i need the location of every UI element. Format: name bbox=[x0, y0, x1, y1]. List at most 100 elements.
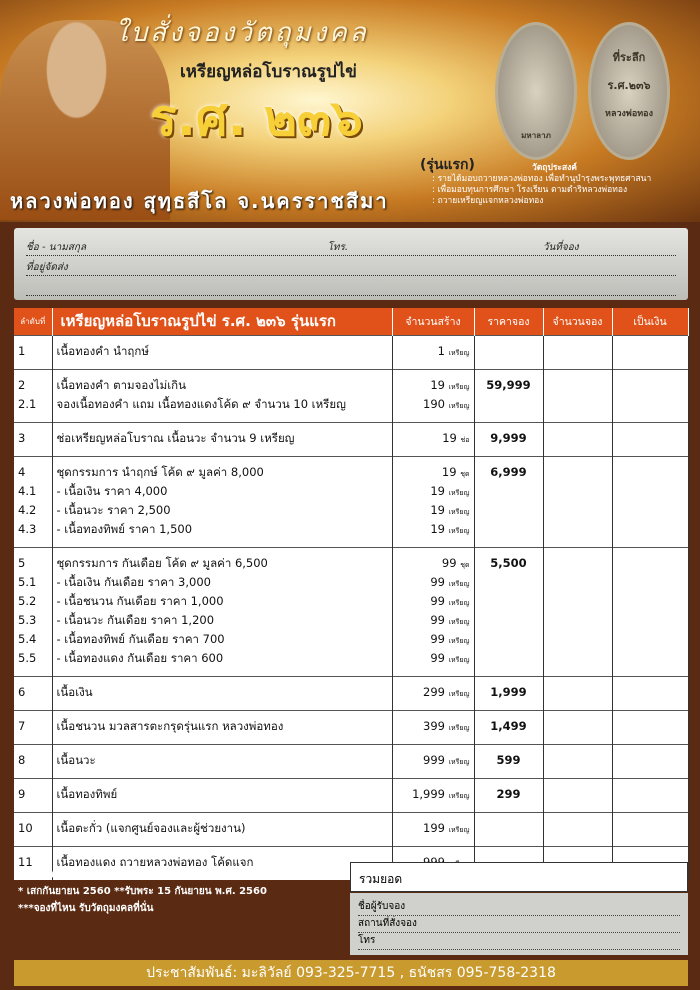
order-quantity-cell[interactable] bbox=[543, 546, 613, 574]
item-number-text: 6 bbox=[18, 684, 26, 699]
table-row: 4.3 - เนื้อทองทิพย์ ราคา 1,500 19 เหรียญ bbox=[14, 520, 689, 547]
address-line[interactable]: ที่อยู่จัดส่ง bbox=[26, 256, 676, 276]
amount-cell[interactable] bbox=[612, 709, 689, 744]
order-quantity-cell[interactable] bbox=[543, 709, 613, 744]
quantity-value: 19 bbox=[430, 521, 445, 536]
table-row: 8 เนื้อนวะ 999 เหรียญ 599 bbox=[14, 743, 689, 778]
order-quantity-cell[interactable] bbox=[543, 421, 613, 456]
item-description-text: - เนื้อนวะ ราคา 2,500 bbox=[56, 502, 171, 517]
quantity-made: 999 เหรียญ bbox=[392, 743, 475, 778]
order-quantity-cell[interactable] bbox=[543, 630, 613, 650]
amount-cell[interactable] bbox=[612, 811, 689, 846]
item-number-text: 4 bbox=[18, 464, 26, 479]
quantity-value: 199 bbox=[423, 820, 445, 835]
quantity-value: 19 bbox=[441, 464, 457, 479]
reserve-price bbox=[474, 482, 544, 502]
order-quantity-cell[interactable] bbox=[543, 520, 613, 547]
item-description-text: เนื้อทองทิพย์ bbox=[56, 786, 118, 801]
order-quantity-cell[interactable] bbox=[543, 777, 613, 812]
item-number: 4 bbox=[14, 455, 53, 483]
item-description-text: ชุดกรรมการ กันเดือย โค้ด ๙ มูลค่า 6,500 bbox=[56, 555, 268, 570]
item-number-text: 5.2 bbox=[18, 593, 37, 608]
item-description: เนื้อทองคำ ตามจองไม่เกิน bbox=[52, 368, 393, 396]
item-number-text: 10 bbox=[18, 820, 33, 835]
order-quantity-cell[interactable] bbox=[543, 368, 613, 396]
name-phone-date-line[interactable]: ชื่อ - นามสกุล โทร. วันที่จอง bbox=[26, 236, 676, 256]
amount-cell[interactable] bbox=[612, 630, 689, 650]
order-quantity-cell[interactable] bbox=[543, 482, 613, 502]
unit: เหรียญ bbox=[448, 401, 470, 410]
quantity-made: 19 ช่อ bbox=[392, 421, 475, 456]
reserve-price: 1,999 bbox=[474, 675, 544, 710]
amount-cell[interactable] bbox=[612, 520, 689, 547]
order-quantity-cell[interactable] bbox=[543, 573, 613, 593]
item-number: 6 bbox=[14, 675, 53, 710]
receiver-phone-field[interactable]: โทร bbox=[358, 933, 680, 950]
amount-cell[interactable] bbox=[612, 421, 689, 456]
item-number: 3 bbox=[14, 421, 53, 456]
quantity-value: 190 bbox=[423, 396, 445, 411]
order-quantity-cell[interactable] bbox=[543, 455, 613, 483]
order-quantity-cell[interactable] bbox=[543, 649, 613, 676]
amount-cell[interactable] bbox=[612, 455, 689, 483]
order-quantity-cell[interactable] bbox=[543, 811, 613, 846]
amount-cell[interactable] bbox=[612, 501, 689, 521]
reserve-price bbox=[474, 592, 544, 612]
amount-cell[interactable] bbox=[612, 611, 689, 631]
amount-cell[interactable] bbox=[612, 395, 689, 422]
amount-cell[interactable] bbox=[612, 368, 689, 396]
item-description-text: - เนื้อชนวน กันเดือย ราคา 1,000 bbox=[56, 593, 224, 608]
column-header: เหรียญหล่อโบราณรูปไข่ ร.ศ. ๒๓๖ รุ่นแรก bbox=[52, 308, 393, 335]
receiver-field[interactable]: ชื่อผู้รับจอง bbox=[358, 899, 680, 916]
item-description: เนื้อทองแดง ถวายหลวงพ่อทอง โค้ดแจก bbox=[52, 845, 393, 880]
medal-front-image: มหาลาภ bbox=[495, 22, 577, 160]
item-number: 5.2 bbox=[14, 592, 53, 612]
phone-label: โทร. bbox=[327, 242, 349, 253]
item-number-text: 5.5 bbox=[18, 650, 37, 665]
amount-cell[interactable] bbox=[612, 743, 689, 778]
form-title: ใบสั่งจองวัตถุมงคล bbox=[115, 18, 369, 48]
place-field[interactable]: สถานที่สั่งจอง bbox=[358, 916, 680, 933]
quantity-made: 190 เหรียญ bbox=[392, 395, 475, 422]
quantity-made: 99 ชุด bbox=[392, 546, 475, 574]
reserve-price bbox=[474, 649, 544, 676]
reserve-price bbox=[474, 501, 544, 521]
order-quantity-cell[interactable] bbox=[543, 395, 613, 422]
note: * เสกกันยายน 2560 **รับพระ 15 กันยายน พ.… bbox=[18, 886, 267, 897]
item-description: ช่อเหรียญหล่อโบราณ เนื้อนวะ จำนวน 9 เหรี… bbox=[52, 421, 393, 456]
reserve-price: 59,999 bbox=[474, 368, 544, 396]
amount-cell[interactable] bbox=[612, 546, 689, 574]
quantity-made: 99 เหรียญ bbox=[392, 573, 475, 593]
item-number: 5.4 bbox=[14, 630, 53, 650]
order-quantity-cell[interactable] bbox=[543, 743, 613, 778]
amount-cell[interactable] bbox=[612, 675, 689, 710]
quantity-made: 199 เหรียญ bbox=[392, 811, 475, 846]
amount-cell[interactable] bbox=[612, 334, 689, 369]
reserve-price: 9,999 bbox=[474, 421, 544, 456]
order-quantity-cell[interactable] bbox=[543, 611, 613, 631]
reserve-price-text: 299 bbox=[496, 786, 521, 801]
table-row: 5.5 - เนื้อทองแดง กันเดือย ราคา 600 99 เหร… bbox=[14, 649, 689, 676]
order-quantity-cell[interactable] bbox=[543, 501, 613, 521]
total-box[interactable]: รวมยอด bbox=[350, 862, 688, 892]
reserve-price: 299 bbox=[474, 777, 544, 812]
quantity-made: 19 เหรียญ bbox=[392, 520, 475, 547]
quantity-value: 99 bbox=[430, 631, 445, 646]
order-quantity-cell[interactable] bbox=[543, 592, 613, 612]
item-number-text: 3 bbox=[18, 430, 26, 445]
amount-cell[interactable] bbox=[612, 649, 689, 676]
amount-cell[interactable] bbox=[612, 482, 689, 502]
amount-cell[interactable] bbox=[612, 777, 689, 812]
address-line-2[interactable] bbox=[26, 276, 676, 296]
item-number: 9 bbox=[14, 777, 53, 812]
amount-cell[interactable] bbox=[612, 592, 689, 612]
item-description-text: เนื้อทองคำ นำฤกษ์ bbox=[56, 343, 149, 358]
amount-cell[interactable] bbox=[612, 573, 689, 593]
order-quantity-cell[interactable] bbox=[543, 334, 613, 369]
item-description: - เนื้อเงิน ราคา 4,000 bbox=[52, 482, 393, 502]
purpose-item: : รายได้มอบถวายหลวงพ่อทอง เพื่อทำนุบำรุง… bbox=[432, 174, 652, 184]
receiver-label: ชื่อผู้รับจอง bbox=[358, 901, 406, 912]
item-description: - เนื้อทองแดง กันเดือย ราคา 600 bbox=[52, 649, 393, 676]
item-number-text: 5 bbox=[18, 555, 26, 570]
order-quantity-cell[interactable] bbox=[543, 675, 613, 710]
